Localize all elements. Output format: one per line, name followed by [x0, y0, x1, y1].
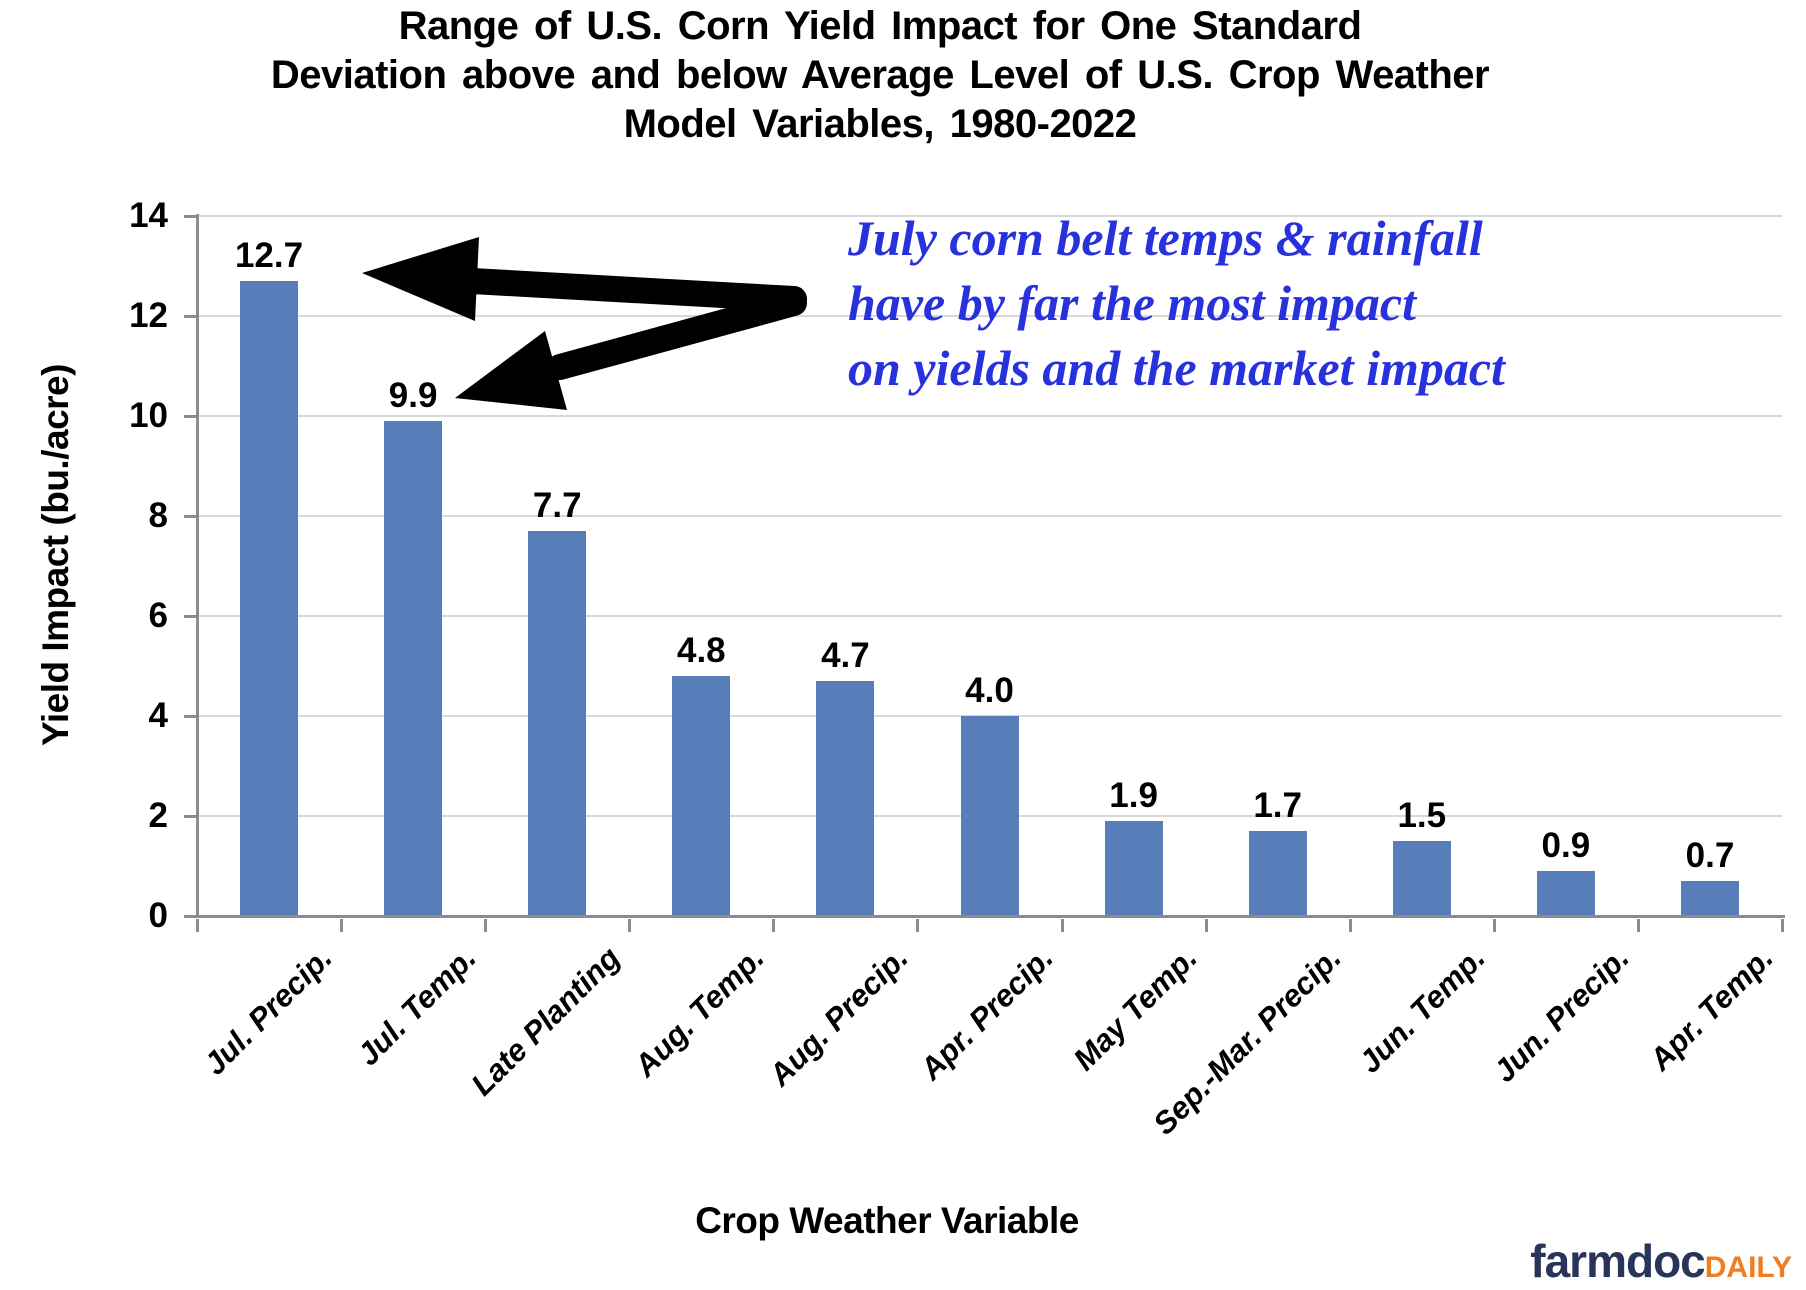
y-tick-label: 14 [129, 196, 168, 235]
x-axis-line [196, 915, 1785, 918]
bar-value-label: 4.7 [821, 636, 870, 675]
y-tick-label: 4 [148, 696, 168, 735]
y-tick-mark [184, 315, 197, 318]
y-tick-mark [184, 615, 197, 618]
gridline-y-8 [197, 515, 1782, 517]
x-axis-title: Crop Weather Variable [695, 1200, 1079, 1241]
chart-title-line-2: Deviation above and below Average Level … [270, 53, 1490, 97]
y-tick-mark [184, 515, 197, 518]
plot-area [197, 215, 1782, 916]
y-tick-mark [184, 915, 197, 918]
annotation-line-3: on yields and the market impact [848, 340, 1505, 396]
x-tick-mark [628, 919, 632, 932]
gridline-y-10 [197, 415, 1782, 417]
chart-title-line-1: Range of U.S. Corn Yield Impact for One … [398, 4, 1362, 48]
gridline-y-6 [197, 615, 1782, 617]
bar-value-label: 1.7 [1253, 786, 1302, 825]
x-tick-mark [1636, 919, 1640, 932]
y-axis-title: Yield Impact (bu./acre) [35, 364, 76, 746]
logo-farmdoc-text: farmdoc [1530, 1235, 1705, 1287]
y-tick-mark [184, 715, 197, 718]
bar-jul-precip [240, 281, 299, 916]
x-tick-mark [916, 919, 920, 932]
bar-value-label: 4.8 [676, 631, 726, 670]
annotation-text: July corn belt temps & rainfall have by … [848, 206, 1505, 401]
bar-value-label: 1.9 [1109, 776, 1158, 815]
annotation-line-2: have by far the most impact [848, 275, 1416, 331]
y-axis-line [196, 214, 199, 918]
logo-daily-text: DAILY [1704, 1251, 1792, 1284]
chart-title: Range of U.S. Corn Yield Impact for One … [60, 2, 1700, 149]
y-tick-mark [184, 815, 197, 818]
bar-jul-temp [384, 421, 443, 916]
bar-aug-precip [816, 681, 875, 916]
y-tick-label: 12 [129, 296, 168, 335]
x-tick-mark [196, 919, 199, 932]
y-tick-label: 0 [148, 896, 168, 935]
bar-value-label: 9.9 [388, 376, 438, 415]
bar-jun-temp [1392, 841, 1451, 916]
bar-value-label: 7.7 [532, 486, 582, 525]
bar-value-label: 12.7 [234, 236, 304, 275]
x-tick-mark [1781, 919, 1784, 932]
bar-value-label: 0.9 [1541, 826, 1591, 865]
bar-jun-precip [1536, 871, 1595, 916]
x-tick-mark [340, 919, 344, 932]
x-tick-mark [1492, 919, 1496, 932]
farmdoc-daily-logo: farmdocDAILY [1530, 1234, 1792, 1288]
bar-apr-precip [960, 716, 1019, 916]
x-tick-mark [772, 919, 776, 932]
bar-aug-temp [672, 676, 731, 916]
x-tick-mark [1348, 919, 1352, 932]
y-tick-mark [184, 215, 197, 218]
y-tick-label: 6 [148, 596, 168, 635]
y-tick-mark [184, 415, 197, 418]
bar-sep-mar-precip [1248, 831, 1307, 916]
bar-value-label: 0.7 [1685, 836, 1735, 875]
bar-may-temp [1104, 821, 1163, 916]
bar-value-label: 4.0 [965, 671, 1014, 710]
bar-late-planting [528, 531, 587, 916]
chart-title-line-3: Model Variables, 1980-2022 [623, 102, 1137, 146]
y-tick-label: 10 [129, 396, 168, 435]
bar-apr-temp [1680, 881, 1739, 916]
x-tick-mark [1060, 919, 1064, 932]
y-tick-label: 2 [148, 796, 168, 835]
x-tick-mark [484, 919, 488, 932]
x-tick-mark [1204, 919, 1208, 932]
bar-value-label: 1.5 [1397, 796, 1447, 835]
annotation-line-1: July corn belt temps & rainfall [848, 210, 1483, 266]
gridline-y-12 [197, 315, 1782, 317]
gridline-y-14 [197, 215, 1782, 217]
y-tick-label: 8 [148, 496, 168, 535]
